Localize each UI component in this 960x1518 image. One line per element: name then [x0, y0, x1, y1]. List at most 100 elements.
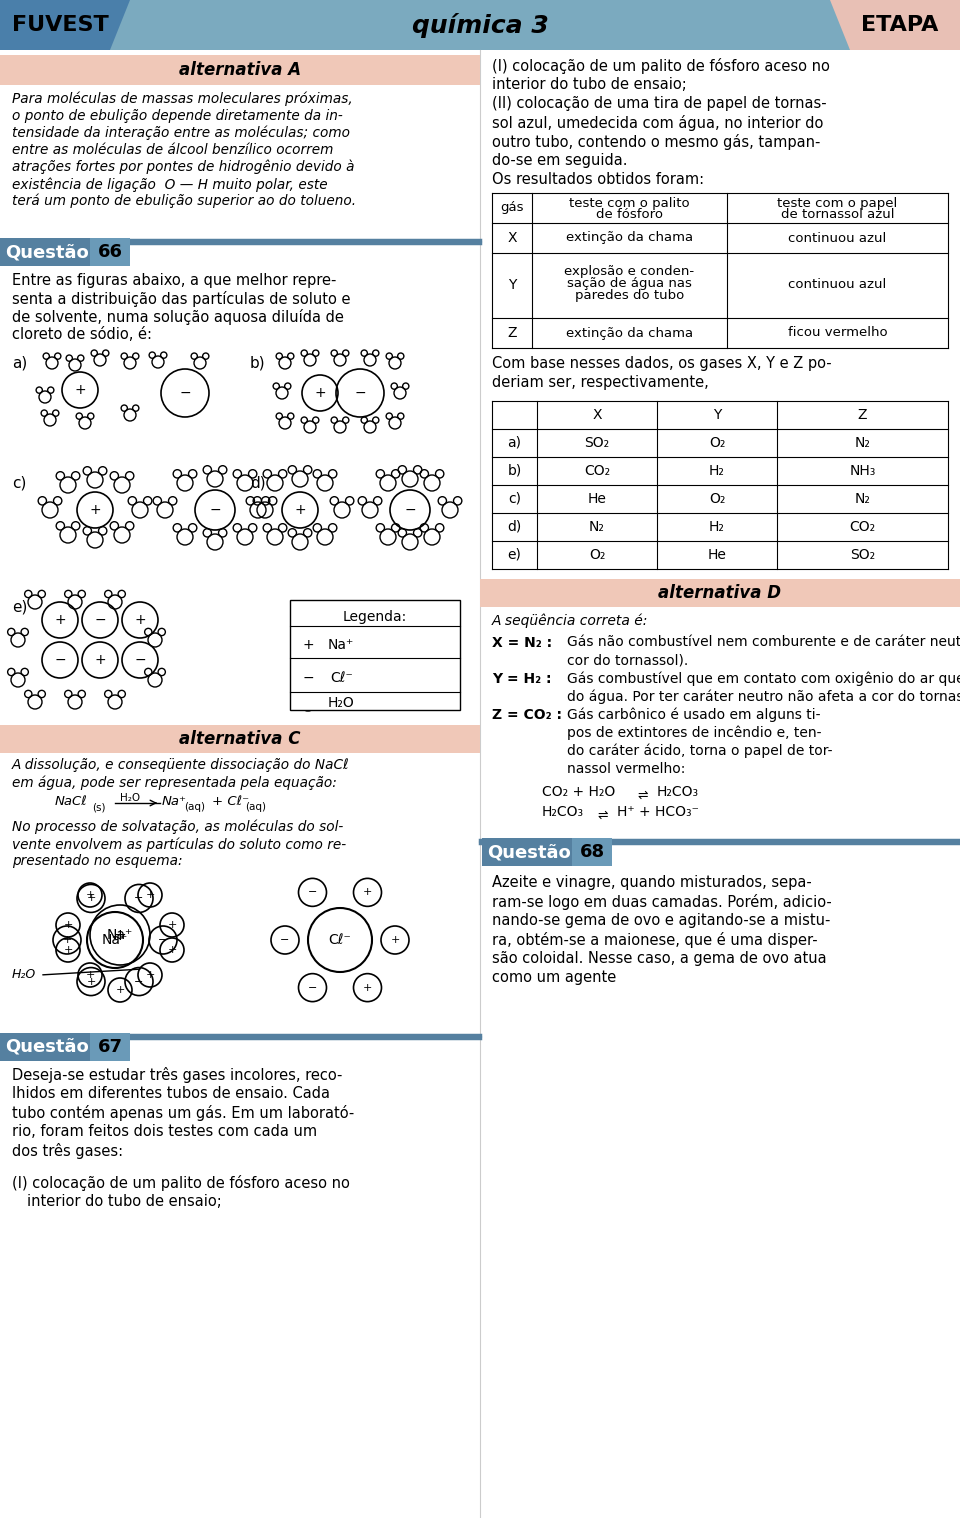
Text: interior do tubo de ensaio;: interior do tubo de ensaio; [492, 77, 686, 93]
Text: Y: Y [508, 278, 516, 291]
Text: ficou vermelho: ficou vermelho [788, 326, 887, 340]
Text: X = N₂ :: X = N₂ : [492, 636, 552, 650]
Text: paredes do tubo: paredes do tubo [575, 288, 684, 302]
Text: +: + [74, 383, 85, 398]
Text: química 3: química 3 [412, 14, 548, 38]
Text: +: + [294, 502, 306, 518]
Text: Entre as figuras abaixo, a que melhor repre-: Entre as figuras abaixo, a que melhor re… [12, 273, 336, 288]
Text: presentado no esquema:: presentado no esquema: [12, 855, 182, 868]
Text: He: He [588, 492, 607, 505]
Polygon shape [830, 0, 960, 50]
Text: b): b) [250, 355, 266, 370]
Text: Questão: Questão [5, 1038, 88, 1057]
Text: Na⁺: Na⁺ [107, 927, 133, 943]
Text: gás: gás [500, 202, 524, 214]
Text: ETAPA: ETAPA [861, 15, 939, 35]
Text: o ponto de ebulição depende diretamente da in-: o ponto de ebulição depende diretamente … [12, 109, 343, 123]
Text: N₂: N₂ [854, 436, 871, 449]
Text: Gás carbônico é usado em alguns ti-: Gás carbônico é usado em alguns ti- [567, 707, 821, 723]
Text: +: + [86, 976, 96, 987]
Text: FUVEST: FUVEST [12, 15, 108, 35]
Text: −: − [134, 653, 146, 666]
Text: e): e) [12, 600, 28, 615]
Text: Y = H₂ :: Y = H₂ : [492, 672, 551, 686]
Text: +: + [63, 920, 73, 931]
Text: Gás combustível que em contato com oxigênio do ar queima produzin-: Gás combustível que em contato com oxigê… [567, 672, 960, 686]
Text: extinção da chama: extinção da chama [566, 326, 693, 340]
Text: Questão: Questão [487, 842, 571, 861]
Text: −: − [209, 502, 221, 518]
Text: H₂CO₃: H₂CO₃ [657, 785, 699, 798]
Text: extinção da chama: extinção da chama [566, 232, 693, 244]
Text: alternativa C: alternativa C [180, 730, 300, 748]
Text: teste com o papel: teste com o papel [778, 196, 898, 209]
Text: H⁺ + HCO₃⁻: H⁺ + HCO₃⁻ [617, 805, 699, 820]
Polygon shape [0, 0, 130, 50]
FancyBboxPatch shape [572, 838, 612, 865]
Text: ⇌: ⇌ [637, 789, 647, 802]
Text: A dissolução, e conseqüente dissociação do NaCℓ: A dissolução, e conseqüente dissociação … [12, 757, 349, 773]
Text: de solvente, numa solução aquosa diluída de: de solvente, numa solução aquosa diluída… [12, 310, 344, 325]
Text: +: + [167, 920, 177, 931]
Text: (aq): (aq) [184, 802, 205, 812]
Text: 67: 67 [98, 1038, 123, 1057]
Text: −: − [54, 653, 66, 666]
Text: continuou azul: continuou azul [788, 278, 887, 291]
Text: −: − [354, 386, 366, 401]
Text: A seqüência correta é:: A seqüência correta é: [492, 613, 648, 628]
Text: Para moléculas de massas moleculares próximas,: Para moléculas de massas moleculares pró… [12, 93, 352, 106]
Text: Z: Z [857, 408, 867, 422]
Text: Cℓ⁻: Cℓ⁻ [328, 934, 351, 947]
Text: −: − [404, 502, 416, 518]
FancyBboxPatch shape [0, 1034, 90, 1061]
Text: e): e) [508, 548, 521, 562]
Text: Z: Z [507, 326, 516, 340]
Text: atrações fortes por pontes de hidrogênio devido à: atrações fortes por pontes de hidrogênio… [12, 159, 354, 175]
Text: de fósforo: de fósforo [596, 208, 663, 222]
Text: do água. Por ter caráter neutro não afeta a cor do tornassol.: do água. Por ter caráter neutro não afet… [567, 691, 960, 704]
Text: Questão: Questão [5, 243, 88, 261]
Text: H₂O: H₂O [328, 695, 355, 710]
Text: continuou azul: continuou azul [788, 232, 887, 244]
Text: Na⁺: Na⁺ [328, 638, 354, 653]
Text: +: + [167, 946, 177, 955]
Text: H₂O: H₂O [120, 792, 140, 803]
Text: ra, obtém-se a maionese, que é uma disper-: ra, obtém-se a maionese, que é uma dispe… [492, 932, 818, 949]
Text: +: + [145, 890, 155, 900]
Text: (I) colocação de um palito de fósforo aceso no: (I) colocação de um palito de fósforo ac… [12, 1175, 349, 1192]
Text: outro tubo, contendo o mesmo gás, tampan-: outro tubo, contendo o mesmo gás, tampan… [492, 134, 821, 150]
Text: −: − [308, 888, 317, 897]
Text: +: + [86, 894, 96, 903]
Text: He: He [708, 548, 727, 562]
Text: CO₂: CO₂ [584, 465, 610, 478]
Text: −: − [308, 982, 317, 993]
Text: Z = CO₂ :: Z = CO₂ : [492, 707, 562, 723]
Text: c): c) [12, 475, 26, 490]
Text: teste com o palito: teste com o palito [569, 196, 690, 209]
Text: −: − [134, 894, 144, 903]
Text: +: + [85, 970, 95, 981]
Text: nando-se gema de ovo e agitando-se a mistu-: nando-se gema de ovo e agitando-se a mis… [492, 912, 830, 927]
Text: −: − [302, 671, 314, 685]
FancyBboxPatch shape [90, 238, 130, 266]
Text: cor do tornassol).: cor do tornassol). [567, 654, 688, 668]
Text: Y: Y [713, 408, 721, 422]
Text: em água, pode ser representada pela equação:: em água, pode ser representada pela equa… [12, 776, 337, 789]
Text: X: X [592, 408, 602, 422]
Text: do-se em seguida.: do-se em seguida. [492, 153, 628, 168]
Text: −: − [94, 613, 106, 627]
Text: NH₃: NH₃ [850, 465, 876, 478]
Text: ⇌: ⇌ [597, 809, 608, 823]
Text: d): d) [250, 475, 266, 490]
Text: vente envolvem as partículas do soluto como re-: vente envolvem as partículas do soluto c… [12, 836, 347, 852]
Text: como um agente: como um agente [492, 970, 616, 985]
Text: −: − [134, 976, 144, 987]
Text: +: + [54, 613, 66, 627]
Text: alternativa A: alternativa A [179, 61, 301, 79]
Text: alternativa D: alternativa D [659, 584, 781, 603]
Text: N₂: N₂ [854, 492, 871, 505]
Text: SO₂: SO₂ [850, 548, 876, 562]
Text: c): c) [508, 492, 521, 505]
Text: + Cℓ⁻: + Cℓ⁻ [212, 795, 250, 808]
Text: a): a) [12, 355, 27, 370]
